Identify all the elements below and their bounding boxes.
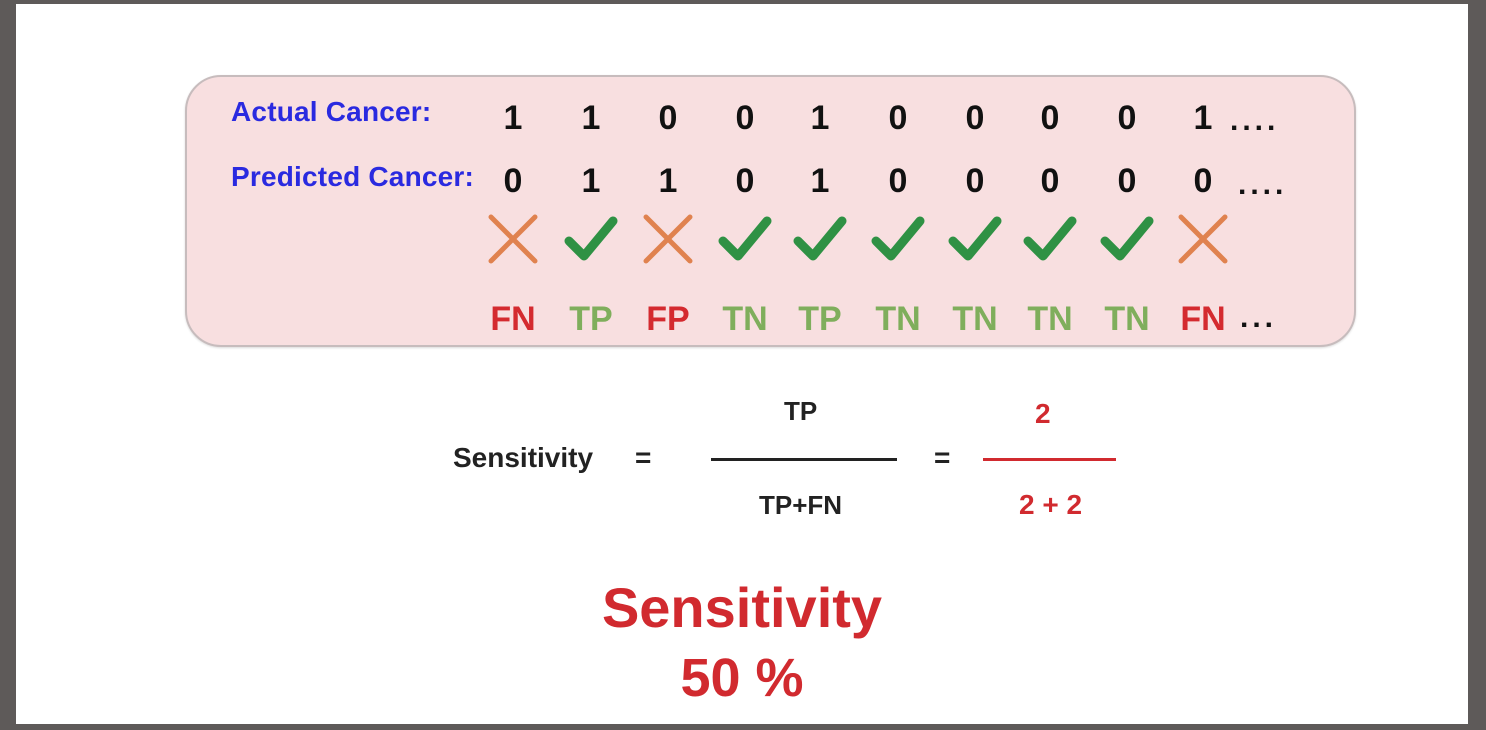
actual-value: 1: [810, 99, 830, 137]
predicted-value: 0: [1193, 162, 1213, 200]
predicted-ellipsis: ....: [1238, 168, 1288, 201]
predicted-value: 0: [965, 162, 985, 200]
outcome-label: TP: [798, 300, 842, 338]
predicted-value: 0: [888, 162, 908, 200]
actual-value: 0: [965, 99, 985, 137]
confusion-panel: [185, 75, 1356, 347]
actual-value: 1: [1193, 99, 1213, 137]
predicted-value: 1: [581, 162, 601, 200]
value-denominator: 2 + 2: [1019, 489, 1083, 520]
formula-lhs: Sensitivity: [453, 442, 594, 473]
cross-icon: [488, 214, 538, 264]
predicted-cancer-label: Predicted Cancer:: [231, 161, 475, 192]
result-title: Sensitivity: [601, 576, 883, 639]
actual-value: 1: [581, 99, 601, 137]
actual-cancer-label: Actual Cancer:: [231, 96, 432, 127]
cross-icon: [643, 214, 693, 264]
check-icon: [718, 216, 772, 261]
outcome-label: TN: [875, 300, 921, 338]
predicted-value: 0: [735, 162, 755, 200]
predicted-value: 1: [658, 162, 678, 200]
formula-denominator: TP+FN: [759, 490, 843, 520]
check-icon: [1100, 216, 1154, 261]
outcome-label: FN: [490, 300, 536, 338]
formula-equals-1: =: [635, 442, 652, 473]
predicted-value: 0: [1117, 162, 1137, 200]
check-icon: [871, 216, 925, 261]
actual-value: 1: [503, 99, 523, 137]
formula-equals-2: =: [934, 442, 951, 473]
value-fraction-bar: [983, 458, 1116, 461]
check-icon: [1023, 216, 1077, 261]
check-icon: [564, 216, 618, 261]
check-icon: [948, 216, 1002, 261]
check-icon: [793, 216, 847, 261]
outcome-label: TN: [722, 300, 768, 338]
actual-value: 0: [1040, 99, 1060, 137]
actual-value: 0: [658, 99, 678, 137]
formula-numerator: TP: [784, 396, 818, 426]
predicted-value: 0: [503, 162, 523, 200]
outcomes-ellipsis: ...: [1240, 301, 1278, 334]
slide: Actual Cancer: Predicted Cancer: 1 1 0 0 1 0 0…: [16, 4, 1468, 724]
cross-icon: [1178, 214, 1228, 264]
outcome-label: TN: [952, 300, 998, 338]
outcome-label: TN: [1027, 300, 1073, 338]
outcome-label: TN: [1104, 300, 1150, 338]
outcome-label: FN: [1180, 300, 1226, 338]
formula-fraction-bar: [711, 458, 897, 461]
outcome-label: FP: [646, 300, 690, 338]
actual-value: 0: [1117, 99, 1137, 137]
outcome-label: TP: [569, 300, 613, 338]
result-value: 50 %: [680, 648, 804, 708]
actual-value: 0: [888, 99, 908, 137]
value-numerator: 2: [1035, 398, 1051, 429]
actual-ellipsis: ....: [1230, 104, 1280, 137]
predicted-value: 0: [1040, 162, 1060, 200]
predicted-value: 1: [810, 162, 830, 200]
actual-value: 0: [735, 99, 755, 137]
